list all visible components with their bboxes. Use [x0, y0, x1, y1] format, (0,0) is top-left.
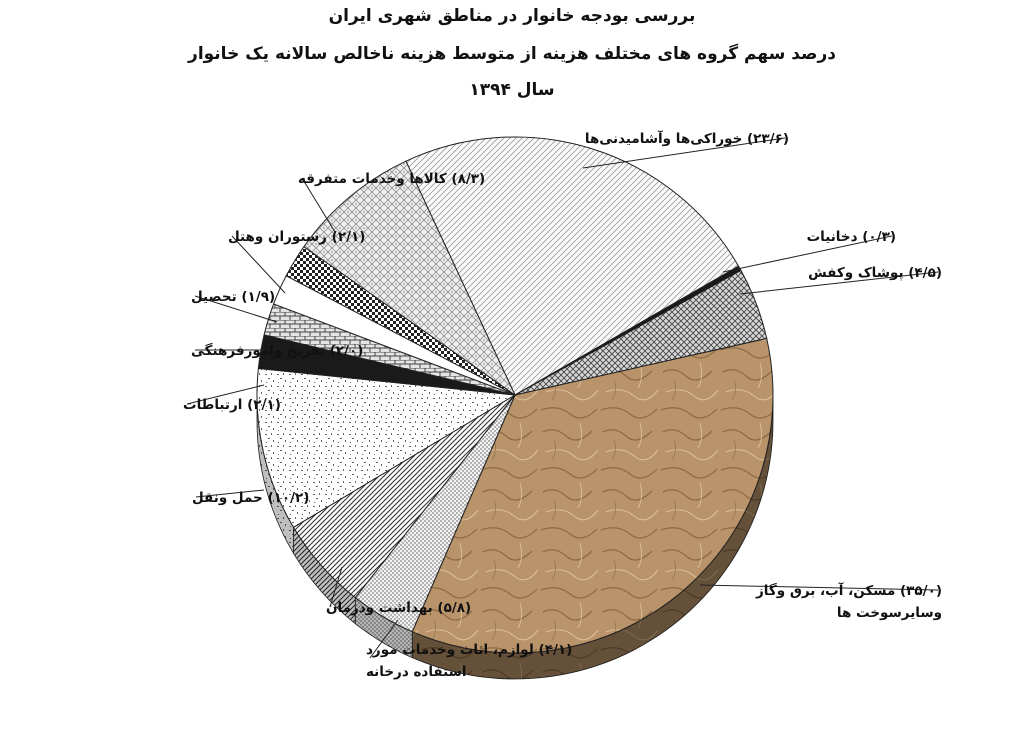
leader-line-1 [722, 235, 893, 273]
leader-line-11 [301, 177, 336, 233]
slice-label-line2-3: وسایرسوخت ها [837, 605, 942, 621]
slice-side-shade-6 [257, 395, 294, 554]
slice-label-9: (۱/۹) تحصیل [191, 289, 275, 305]
leader-line-9 [194, 295, 278, 323]
leader-line-2 [739, 271, 939, 295]
slice-label-11: (۸/۳) کالاها وخدمات متفرقه [298, 171, 485, 187]
leader-line-10 [231, 235, 286, 294]
slice-3 [411, 337, 774, 654]
slice-label-0: (۲۳/۶) خوراکی‌ها وآشامیدنی‌ها [585, 130, 789, 147]
slice-label-3: (۳۵/۰) مسکن، آب، برق وگاز وسایرسوخت ها [755, 582, 942, 621]
slice-label-7: (۲/۱) ارتباطات [183, 397, 281, 413]
slice-label-5: (۵/۸) بهداشت ودرمان [326, 600, 471, 616]
slice-label-line1-4: (۴/۱) لوازم، اثاث وخدمات مورد [366, 642, 572, 658]
chart-title: بررسی بودجه خانوار در مناطق شهری ایران [328, 6, 696, 26]
slice-label-line1-3: (۳۵/۰) مسکن، آب، برق وگاز [755, 582, 942, 599]
slice-side-shade-3 [412, 395, 773, 679]
leader-line-0 [582, 137, 786, 169]
chart-subtitle: درصد سهم گروه های مختلف هزینه از متوسط ه… [188, 44, 836, 64]
slice-label-8: (۲/۰) تفریح وامورفرهنگی [191, 342, 363, 359]
pie-slices [256, 136, 774, 654]
leader-line-6 [195, 489, 265, 498]
leader-line-7 [186, 384, 265, 405]
slice-label-4: (۴/۱) لوازم، اثاث وخدمات مورد استفاده درخ… [366, 642, 572, 680]
slice-label-line2-4: استفاده درخانه [366, 664, 467, 680]
slice-label-1: (۰/۳) دخانیات [807, 229, 896, 245]
leader-line-5 [329, 566, 343, 608]
slice-0 [405, 136, 740, 396]
slice-label-10: (۲/۱) رستوران وهتل [228, 229, 365, 245]
slice-side-shade-5 [293, 527, 356, 624]
leader-lines [186, 137, 939, 659]
slice-6 [256, 367, 517, 529]
chart-year: سال ۱۳۹۴ [469, 80, 555, 100]
slice-side-shade-4 [355, 597, 413, 658]
leader-line-4 [369, 619, 399, 659]
leader-line-3 [699, 584, 939, 591]
slice-11 [303, 160, 517, 397]
slice-label-2: (۴/۵) پوشاک وکفش [808, 265, 942, 281]
slice-labels: (۲۳/۶) خوراکی‌ها وآشامیدنی‌ها (۰/۳) دخانی… [183, 130, 942, 680]
slice-label-6: (۱۰/۲) حمل ونقل [192, 490, 309, 506]
